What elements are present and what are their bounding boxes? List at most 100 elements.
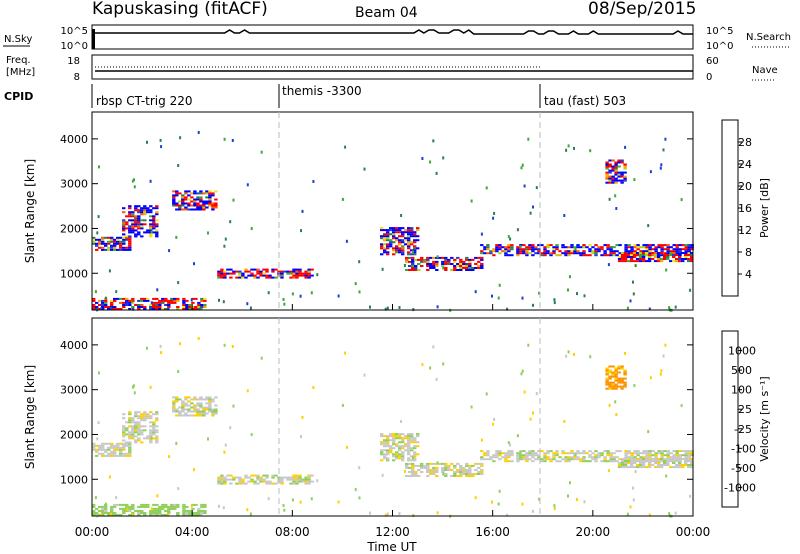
echo-cell-band-2 [208,398,212,401]
scatter-point [521,369,524,373]
echo-cell-band-2 [196,398,200,401]
echo-cell-band-4 [395,251,399,254]
echo-cell-band-5 [408,265,412,267]
echo-cell-band-1 [125,433,129,436]
echo-cell-band-1 [128,207,132,210]
echo-cell-band-6 [675,250,679,253]
echo-cell-band-1 [143,211,147,214]
echo-cell-band-1 [131,219,135,222]
echo-cell-band-2 [178,412,182,415]
nsky-tick-top-left: 10^5 [61,26,88,37]
echo-cell-band-6 [498,244,502,247]
echo-cell-band-5 [414,475,418,477]
echo-cell-band-2 [193,404,197,407]
echo-cell-band-2 [190,200,194,203]
echo-cell-band-1 [122,431,126,434]
echo-cell-band-0 [125,442,129,445]
echo-cell-band-6 [552,456,556,459]
echo-cell-band-6 [645,454,649,457]
echo-cell-band-0 [101,442,105,445]
echo-cell-band-3 [265,274,269,277]
echo-cell-band-9 [611,371,615,374]
echo-cell-band-9 [608,371,612,374]
echo-cell-band-3 [256,482,260,485]
echo-cell-band-6 [489,250,493,253]
echo-cell-band-8 [182,512,186,514]
echo-cell-band-8 [140,306,144,308]
echo-cell-band-3 [217,272,221,275]
echo-cell-band-6 [492,460,496,463]
scatter-point [626,306,629,310]
echo-cell-band-6 [618,252,622,255]
echo-cell-band-6 [615,456,619,459]
echo-cell-band-8 [173,507,177,510]
echo-cell-band-7 [669,460,673,462]
echo-cell-band-4 [401,451,405,454]
nsky-tick-top-right: 10^5 [706,26,733,37]
echo-cell-band-6 [648,248,652,251]
echo-cell-band-2 [199,414,203,417]
echo-cell-band-5 [411,258,415,261]
scatter-point [197,131,200,134]
echo-cell-band-4 [398,231,402,234]
scatter-point [223,244,226,248]
echo-cell-band-3 [235,482,239,485]
echo-cell-band-6 [516,460,520,463]
echo-cell-band-6 [522,248,526,251]
echo-cell-band-7 [641,252,646,254]
echo-cell-band-2 [184,402,188,405]
echo-cell-band-6 [627,252,631,255]
echo-cell-band-6 [555,460,559,463]
echo-cell-band-3 [232,272,236,275]
echo-cell-band-6 [639,456,643,459]
echo-cell-band-0 [128,246,132,249]
echo-cell-band-7 [623,460,628,462]
echo-cell-band-9 [611,375,615,378]
echo-cell-band-0 [116,248,120,251]
scatter-point [97,215,100,219]
echo-cell-band-9 [620,379,624,382]
echo-cell-band-8 [161,503,165,506]
echo-cell-band-4 [410,227,414,230]
echo-cell-band-5 [432,260,436,263]
echo-cell-band-1 [155,223,159,226]
echo-cell-band-7 [690,254,694,256]
echo-cell-band-5 [447,263,451,265]
echo-cell-band-1 [122,425,126,428]
echo-cell-band-6 [609,248,613,251]
echo-cell-band-5 [456,475,460,477]
echo-cell-band-3 [223,272,227,275]
echo-cell-band-5 [411,267,415,269]
echo-cell-band-6 [588,456,592,459]
echo-cell-band-1 [149,433,153,436]
scatter-point [98,165,100,169]
echo-cell-band-1 [143,425,147,428]
echo-cell-band-6 [525,250,529,253]
echo-cell-band-7 [629,466,634,469]
echo-cell-band-4 [413,253,417,256]
echo-cell-band-6 [555,454,559,457]
echo-cell-band-5 [465,471,469,473]
echo-cell-band-8 [167,306,171,308]
echo-cell-band-6 [567,458,571,461]
scatter-point [574,247,577,251]
echo-cell-band-1 [128,435,132,438]
scatter-point [411,250,414,254]
echo-cell-band-1 [152,421,156,424]
echo-cell-band-6 [654,452,658,455]
echo-cell-band-5 [459,471,463,473]
scatter-point [632,280,634,284]
echo-cell-band-4 [380,459,384,462]
echo-cell-band-8 [128,505,132,508]
echo-cell-band-9 [614,379,618,382]
echo-cell-band-6 [630,452,634,455]
echo-cell-band-6 [603,458,607,461]
echo-cell-band-4 [398,247,402,250]
echo-cell-band-1 [128,431,132,434]
echo-cell-band-8 [167,299,171,302]
echo-cell-band-4 [398,447,402,450]
echo-cell-band-8 [98,299,102,302]
echo-cell-band-0 [101,454,105,457]
echo-cell-band-5 [444,462,448,465]
echo-cell-band-6 [651,244,655,247]
